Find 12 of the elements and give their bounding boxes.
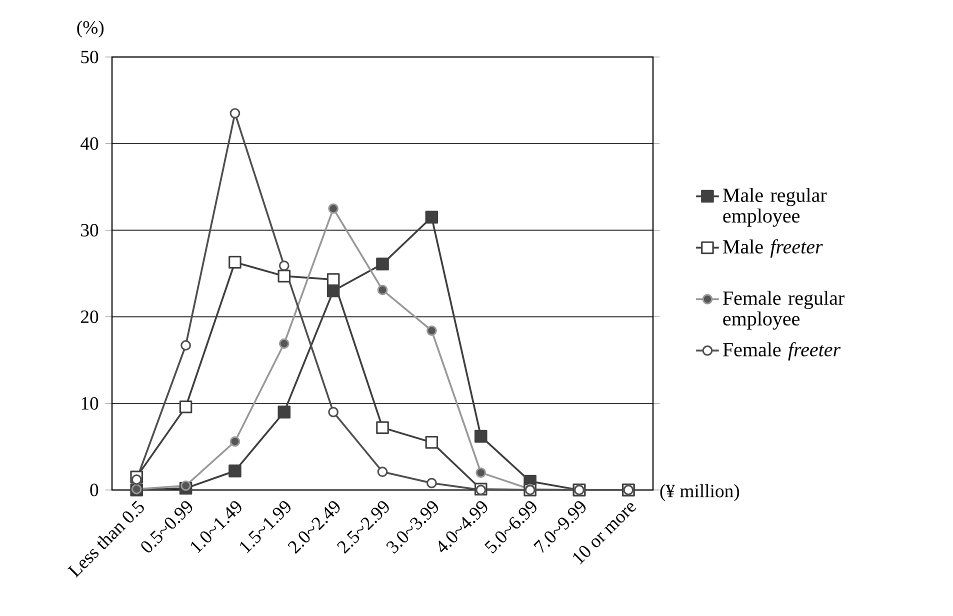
y-tick-label: 50 xyxy=(81,50,98,64)
y-axis-title: (%) xyxy=(77,20,104,38)
y-tick-label: 0 xyxy=(90,484,98,496)
legend-label: Female regular employee xyxy=(723,290,844,330)
y-tick-label: 20 xyxy=(81,310,98,324)
x-axis-title: (¥ million) xyxy=(660,484,740,502)
y-tick-label: 40 xyxy=(80,137,98,150)
y-tick-label: 10 xyxy=(82,397,98,410)
legend-label: Female freeter xyxy=(723,342,841,361)
legend-label: Male regular employee xyxy=(723,188,827,227)
y-tick-label: 30 xyxy=(81,224,98,236)
legend-label: Male freeter xyxy=(723,239,823,258)
